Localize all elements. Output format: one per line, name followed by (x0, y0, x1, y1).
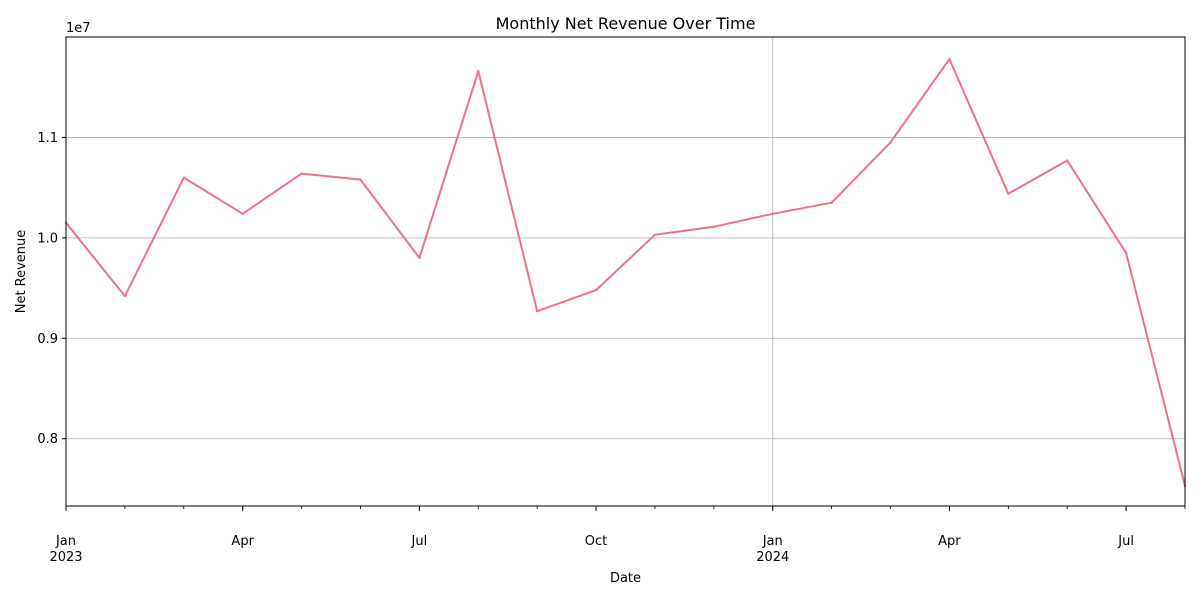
data-point (477, 69, 480, 73)
x-tick-label: Jan (55, 534, 76, 549)
data-point (1066, 159, 1069, 162)
y-tick-label: 1.0 (37, 231, 58, 246)
data-point (771, 212, 774, 215)
data-point (300, 172, 303, 175)
series-line (65, 58, 1186, 487)
x-tick-year-label: 2023 (49, 550, 82, 565)
y-tick-label: 0.9 (37, 332, 58, 347)
data-point (889, 141, 892, 144)
data-point (1124, 251, 1128, 255)
data-point (182, 176, 185, 179)
data-point (653, 233, 657, 237)
data-point (948, 57, 951, 61)
x-tick-label: Apr (231, 534, 254, 549)
data-point (241, 212, 244, 215)
data-point (712, 225, 716, 229)
x-tick-label: Oct (585, 534, 607, 549)
x-tick-label: Apr (938, 534, 961, 549)
y-axis: 0.8 0.9 1.0 1.1 (37, 131, 66, 447)
x-tick-year-label: 2024 (756, 550, 789, 565)
x-tick-label: Jul (411, 534, 428, 549)
x-tick-label: Jan (762, 534, 783, 549)
y-axis-label: Net Revenue (14, 230, 29, 314)
data-point (535, 309, 539, 313)
x-tick-label: Jul (1117, 534, 1134, 549)
x-axis-label: Date (610, 571, 641, 586)
data-point (359, 178, 362, 181)
y-axis-offset-label: 1e7 (66, 21, 91, 36)
data-point (594, 288, 598, 292)
plot-frame (65, 36, 1186, 507)
y-tick-label: 0.8 (37, 432, 58, 447)
chart-title: Monthly Net Revenue Over Time (496, 14, 756, 33)
data-point (830, 201, 833, 204)
y-tick-label: 1.1 (37, 131, 58, 146)
data-point (418, 256, 421, 260)
data-point (123, 294, 127, 298)
data-point (1007, 192, 1010, 195)
